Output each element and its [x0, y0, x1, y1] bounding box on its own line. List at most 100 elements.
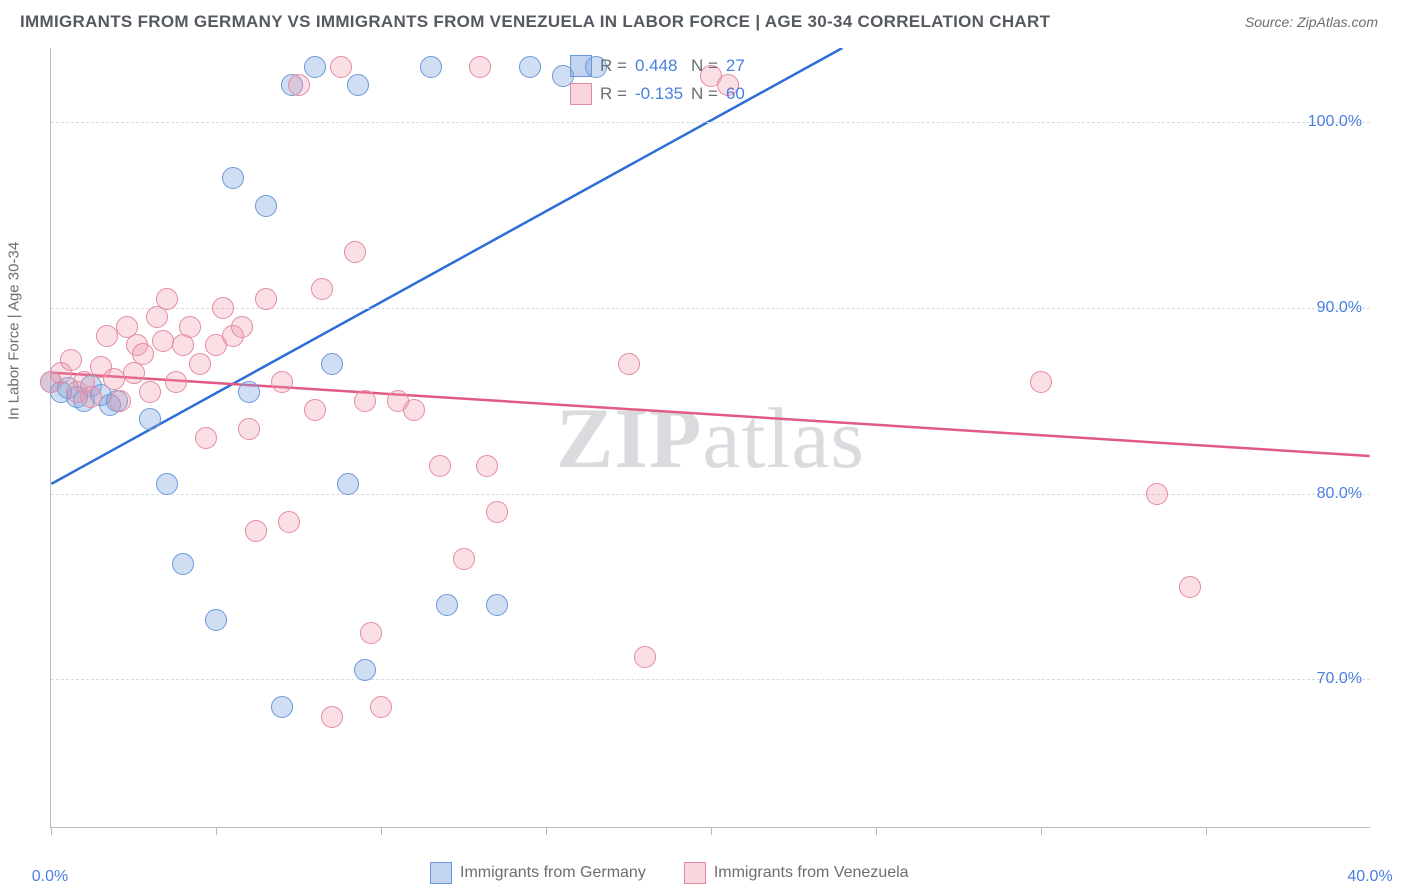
data-point [1179, 576, 1201, 598]
y-tick-label: 90.0% [1317, 299, 1362, 317]
swatch-blue-icon [430, 862, 452, 884]
data-point [420, 56, 442, 78]
data-point [344, 241, 366, 263]
x-tick [51, 827, 52, 835]
data-point [321, 353, 343, 375]
swatch-blue-icon [570, 55, 592, 77]
x-tick [876, 827, 877, 835]
data-point [109, 390, 131, 412]
data-point [476, 455, 498, 477]
x-tick [216, 827, 217, 835]
legend-row-germany: R = 0.448 N = 27 [570, 52, 756, 80]
data-point [354, 659, 376, 681]
n-value-venezuela: 60 [726, 80, 756, 108]
series-legend: Immigrants from Germany Immigrants from … [430, 862, 909, 884]
data-point [60, 349, 82, 371]
data-point [172, 553, 194, 575]
data-point [139, 408, 161, 430]
data-point [152, 330, 174, 352]
data-point [304, 399, 326, 421]
data-point [179, 316, 201, 338]
data-point [1030, 371, 1052, 393]
data-point [469, 56, 491, 78]
data-point [347, 74, 369, 96]
gridline-horizontal [51, 122, 1370, 123]
gridline-horizontal [51, 308, 1370, 309]
watermark: ZIPatlas [556, 388, 865, 488]
r-value-venezuela: -0.135 [635, 80, 683, 108]
data-point [222, 167, 244, 189]
x-tick [546, 827, 547, 835]
data-point [403, 399, 425, 421]
data-point [238, 381, 260, 403]
data-point [271, 371, 293, 393]
data-point [304, 56, 326, 78]
data-point [103, 368, 125, 390]
data-point [519, 56, 541, 78]
r-prefix: R = [600, 80, 627, 108]
data-point [436, 594, 458, 616]
r-value-germany: 0.448 [635, 52, 683, 80]
data-point [132, 343, 154, 365]
x-tick [381, 827, 382, 835]
data-point [189, 353, 211, 375]
y-tick-label: 70.0% [1317, 670, 1362, 688]
data-point [139, 381, 161, 403]
data-point [1146, 483, 1168, 505]
data-point [156, 288, 178, 310]
data-point [278, 511, 300, 533]
source-label: Source: ZipAtlas.com [1245, 14, 1378, 30]
data-point [165, 371, 187, 393]
y-tick-label: 100.0% [1308, 113, 1362, 131]
n-prefix: N = [691, 80, 718, 108]
legend-item-venezuela: Immigrants from Venezuela [684, 862, 909, 884]
data-point [634, 646, 656, 668]
x-tick-label: 0.0% [32, 868, 68, 886]
x-tick [711, 827, 712, 835]
data-point [337, 473, 359, 495]
data-point [321, 706, 343, 728]
x-tick [1041, 827, 1042, 835]
data-point [486, 501, 508, 523]
n-prefix: N = [691, 52, 718, 80]
data-point [429, 455, 451, 477]
data-point [231, 316, 253, 338]
correlation-legend: R = 0.448 N = 27 R = -0.135 N = 60 [570, 52, 756, 108]
data-point [156, 473, 178, 495]
data-point [238, 418, 260, 440]
data-point [255, 195, 277, 217]
gridline-horizontal [51, 494, 1370, 495]
chart-title: IMMIGRANTS FROM GERMANY VS IMMIGRANTS FR… [20, 12, 1050, 32]
x-tick-label: 40.0% [1347, 868, 1392, 886]
data-point [80, 386, 102, 408]
n-value-germany: 27 [726, 52, 756, 80]
plot-area: ZIPatlas [50, 48, 1370, 828]
swatch-pink-icon [570, 83, 592, 105]
x-tick [1206, 827, 1207, 835]
data-point [618, 353, 640, 375]
data-point [96, 325, 118, 347]
legend-label: Immigrants from Germany [460, 864, 646, 882]
data-point [195, 427, 217, 449]
data-point [486, 594, 508, 616]
data-point [288, 74, 310, 96]
data-point [360, 622, 382, 644]
swatch-pink-icon [684, 862, 706, 884]
data-point [205, 609, 227, 631]
data-point [212, 297, 234, 319]
y-tick-label: 80.0% [1317, 485, 1362, 503]
r-prefix: R = [600, 52, 627, 80]
data-point [311, 278, 333, 300]
data-point [370, 696, 392, 718]
data-point [245, 520, 267, 542]
legend-item-germany: Immigrants from Germany [430, 862, 646, 884]
data-point [354, 390, 376, 412]
legend-row-venezuela: R = -0.135 N = 60 [570, 80, 756, 108]
y-axis-label: In Labor Force | Age 30-34 [6, 242, 23, 420]
data-point [330, 56, 352, 78]
data-point [453, 548, 475, 570]
data-point [255, 288, 277, 310]
legend-label: Immigrants from Venezuela [714, 864, 909, 882]
data-point [271, 696, 293, 718]
gridline-horizontal [51, 679, 1370, 680]
